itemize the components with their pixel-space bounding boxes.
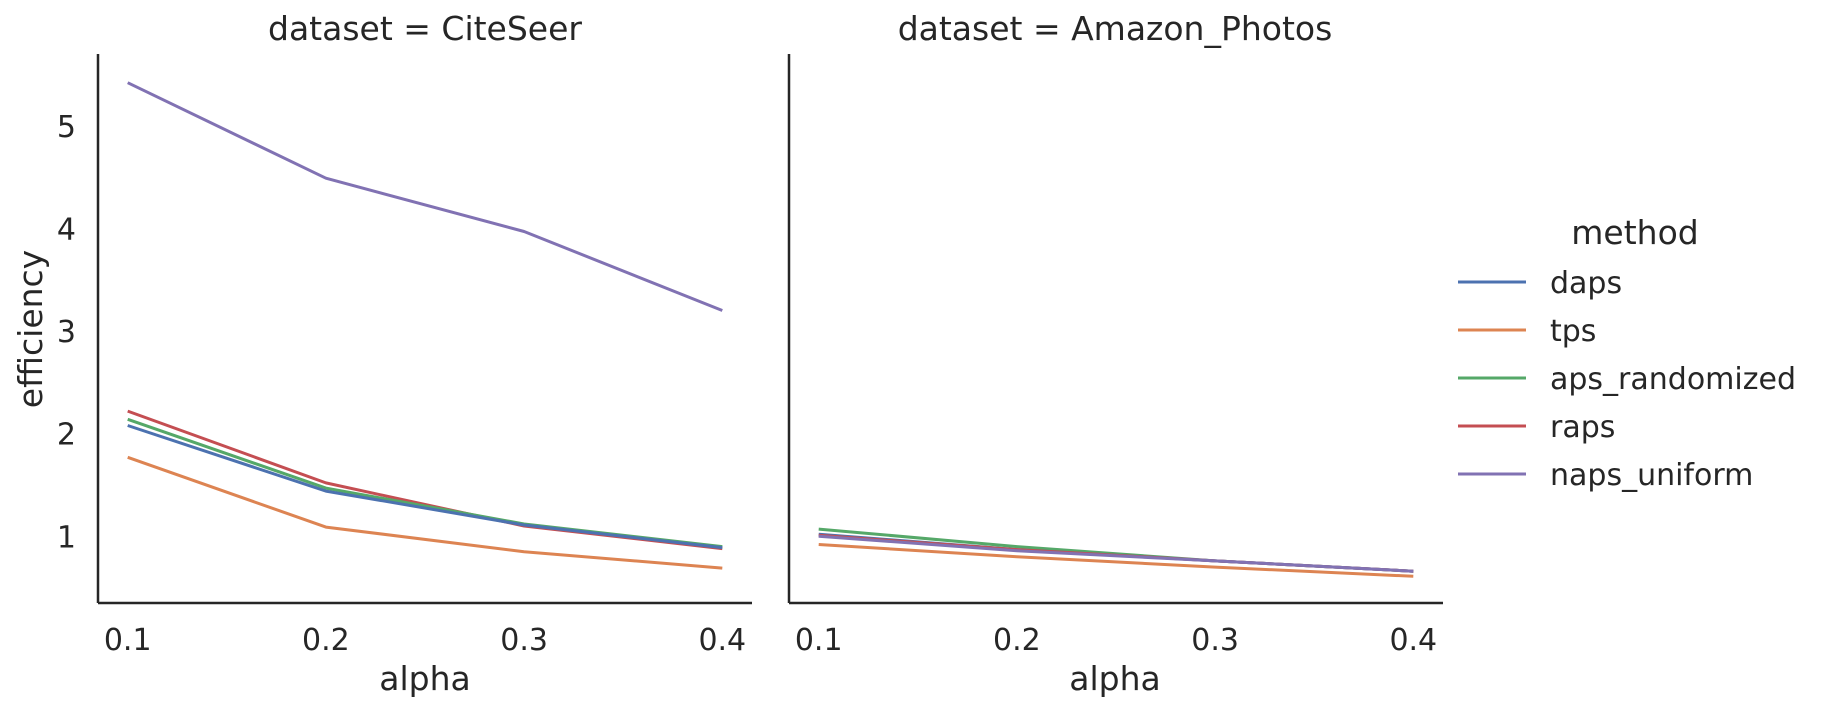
x-tick-label: 0.2 xyxy=(993,623,1041,658)
series-line-raps xyxy=(127,409,723,551)
facet-title-amazon-photos: dataset = Amazon_Photos xyxy=(898,9,1333,48)
y-tick-label: 1 xyxy=(57,520,76,555)
x-tick-labels: 0.1 0.2 0.3 0.4 xyxy=(104,623,746,658)
x-tick-label: 0.3 xyxy=(500,623,548,658)
series-group xyxy=(127,81,723,570)
x-tick-label: 0.4 xyxy=(1389,623,1437,658)
series-line-naps-uniform xyxy=(818,534,1414,573)
series-line-tps xyxy=(818,543,1414,578)
legend-title: method xyxy=(1571,213,1698,252)
facet-amazon-photos: dataset = Amazon_Photos 0.1 0.2 0.3 0.4 alp… xyxy=(787,9,1443,698)
series-line-aps-randomized xyxy=(127,417,723,549)
facet-title-citeseer: dataset = CiteSeer xyxy=(268,9,582,48)
legend-label-tps: tps xyxy=(1550,314,1596,349)
x-tick-label: 0.2 xyxy=(302,623,350,658)
x-tick-label: 0.1 xyxy=(104,623,152,658)
y-tick-label: 3 xyxy=(57,315,76,350)
x-axis-label: alpha xyxy=(1069,659,1160,698)
y-tick-label: 2 xyxy=(57,418,76,453)
legend-label-raps: raps xyxy=(1550,410,1615,445)
facet-citeseer: dataset = CiteSeer 0.1 0.2 0.3 0.4 1 2 3 4 5 al… xyxy=(11,9,752,698)
x-tick-label: 0.1 xyxy=(795,623,843,658)
x-tick-label: 0.3 xyxy=(1191,623,1239,658)
legend-label-naps-uniform: naps_uniform xyxy=(1550,458,1753,493)
y-tick-labels: 1 2 3 4 5 xyxy=(57,110,76,555)
series-group xyxy=(818,527,1414,578)
y-tick-label: 4 xyxy=(57,212,76,247)
x-axis-label: alpha xyxy=(379,659,470,698)
series-line-daps xyxy=(127,424,723,550)
legend-label-aps-randomized: aps_randomized xyxy=(1550,362,1796,397)
y-tick-label: 5 xyxy=(57,110,76,145)
x-tick-labels: 0.1 0.2 0.3 0.4 xyxy=(795,623,1437,658)
series-line-naps-uniform xyxy=(127,81,723,312)
legend-label-daps: daps xyxy=(1550,266,1622,301)
series-line-tps xyxy=(127,455,723,570)
x-tick-label: 0.4 xyxy=(698,623,746,658)
y-axis-label: efficiency xyxy=(11,250,50,408)
